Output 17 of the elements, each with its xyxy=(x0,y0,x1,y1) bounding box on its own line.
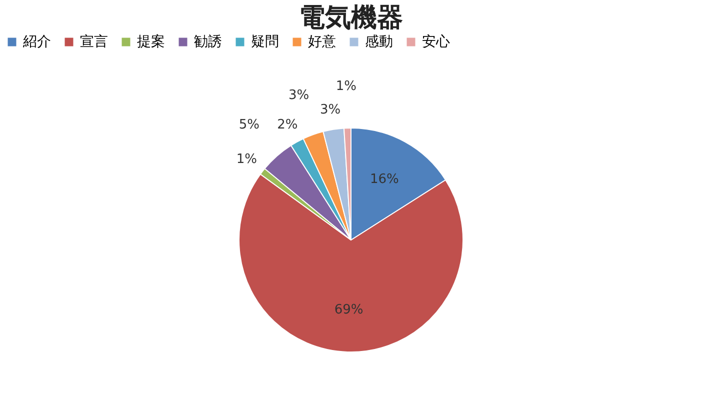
data-label: 3% xyxy=(288,88,310,104)
data-label: 1% xyxy=(236,152,258,168)
legend-label: 宣言 xyxy=(80,34,108,50)
data-label: 5% xyxy=(238,117,260,132)
data-label: 16% xyxy=(370,172,399,188)
chart-title: 電気機器 xyxy=(299,3,403,33)
legend-label: 安心 xyxy=(422,34,450,50)
legend-label: 疑問 xyxy=(251,34,279,50)
legend-label: 勧誘 xyxy=(194,34,222,50)
data-label: 3% xyxy=(320,102,341,118)
data-label: 69% xyxy=(334,302,364,318)
legend-label: 好意 xyxy=(308,34,336,50)
data-label: 2% xyxy=(277,117,298,132)
data-label: 1% xyxy=(336,79,356,94)
legend-label: 紹介 xyxy=(22,34,51,50)
legend-label: 提案 xyxy=(137,33,165,50)
legend-label: 感動 xyxy=(365,34,393,50)
